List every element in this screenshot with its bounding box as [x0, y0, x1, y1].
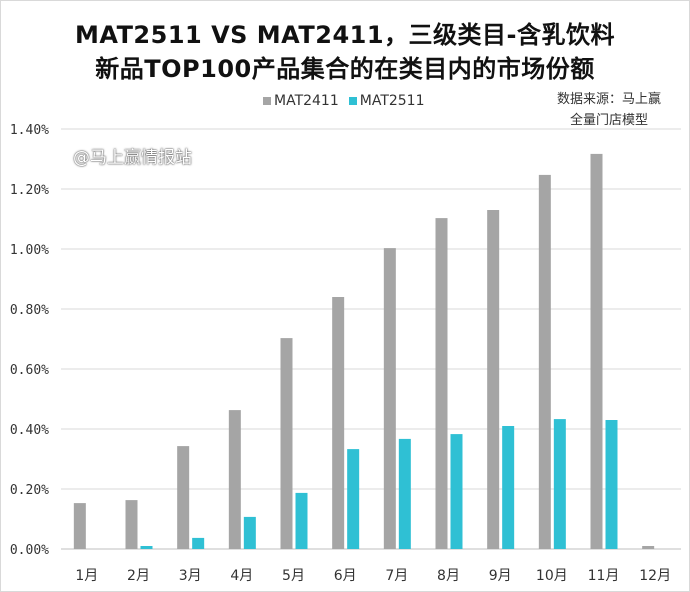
x-tick-label: 6月: [334, 568, 357, 584]
bar-mat2511: [450, 434, 463, 549]
source-note: 数据来源：马上赢 全量门店模型: [557, 89, 661, 131]
bar-mat2511: [140, 546, 153, 549]
y-tick-label: 0.00%: [10, 543, 49, 558]
legend-item-mat2511: MAT2511: [348, 93, 425, 109]
x-tick-label: 3月: [179, 568, 202, 584]
y-tick-label: 1.00%: [10, 243, 49, 258]
x-tick-label: 7月: [385, 568, 408, 584]
bar-mat2511: [553, 419, 566, 549]
y-tick-label: 1.40%: [10, 123, 49, 138]
x-tick-label: 10月: [536, 568, 568, 584]
x-tick-label: 12月: [639, 568, 671, 584]
bar-mat2411: [125, 500, 138, 549]
bar-mat2511: [347, 449, 360, 549]
legend: MAT2411 MAT2511: [263, 93, 425, 109]
bar-mat2411: [538, 174, 551, 549]
bar-mat2411: [642, 546, 655, 549]
bar-mat2511: [398, 438, 411, 549]
chart-title: MAT2511 VS MAT2411，三级类目-含乳饮料: [74, 21, 616, 49]
legend-label: MAT2411: [274, 93, 339, 109]
chart-subtitle: 新品TOP100产品集合的在类目内的市场份额: [95, 55, 595, 83]
legend-swatch: [348, 97, 357, 105]
bar-mat2411: [590, 153, 603, 549]
bar-mat2511: [605, 420, 618, 549]
bar-mat2411: [487, 210, 500, 549]
y-tick-label: 0.80%: [10, 303, 49, 318]
bar-mat2411: [177, 446, 190, 549]
bar-mat2511: [192, 537, 205, 549]
bar-mat2411: [228, 410, 241, 549]
y-tick-label: 0.40%: [10, 423, 49, 438]
y-tick-label: 0.20%: [10, 483, 49, 498]
legend-item-mat2411: MAT2411: [263, 93, 339, 109]
source-line: 数据来源：马上赢: [556, 92, 661, 107]
y-tick-label: 1.20%: [10, 183, 49, 198]
x-tick-label: 9月: [489, 568, 512, 584]
legend-swatch: [263, 97, 271, 105]
x-tick-label: 2月: [127, 568, 150, 584]
y-tick-label: 0.60%: [10, 363, 49, 378]
legend-label: MAT2511: [359, 93, 425, 109]
bar-mat2411: [383, 248, 396, 549]
bar-mat2411: [280, 338, 293, 549]
bar-mat2411: [332, 297, 345, 549]
x-tick-label: 8月: [437, 568, 460, 584]
x-tick-label: 11月: [588, 568, 620, 584]
source-line: 全量门店模型: [569, 113, 648, 128]
x-tick-label: 5月: [282, 568, 305, 584]
bar-mat2411: [435, 218, 448, 549]
watermark: @马上赢情报站: [73, 148, 192, 168]
bar-mat2511: [243, 516, 256, 549]
x-tick-label: 4月: [230, 568, 253, 584]
bar-mat2411: [73, 503, 86, 549]
bar-mat2511: [502, 426, 515, 549]
x-tick-label: 1月: [75, 568, 98, 584]
bar-mat2511: [295, 492, 308, 549]
